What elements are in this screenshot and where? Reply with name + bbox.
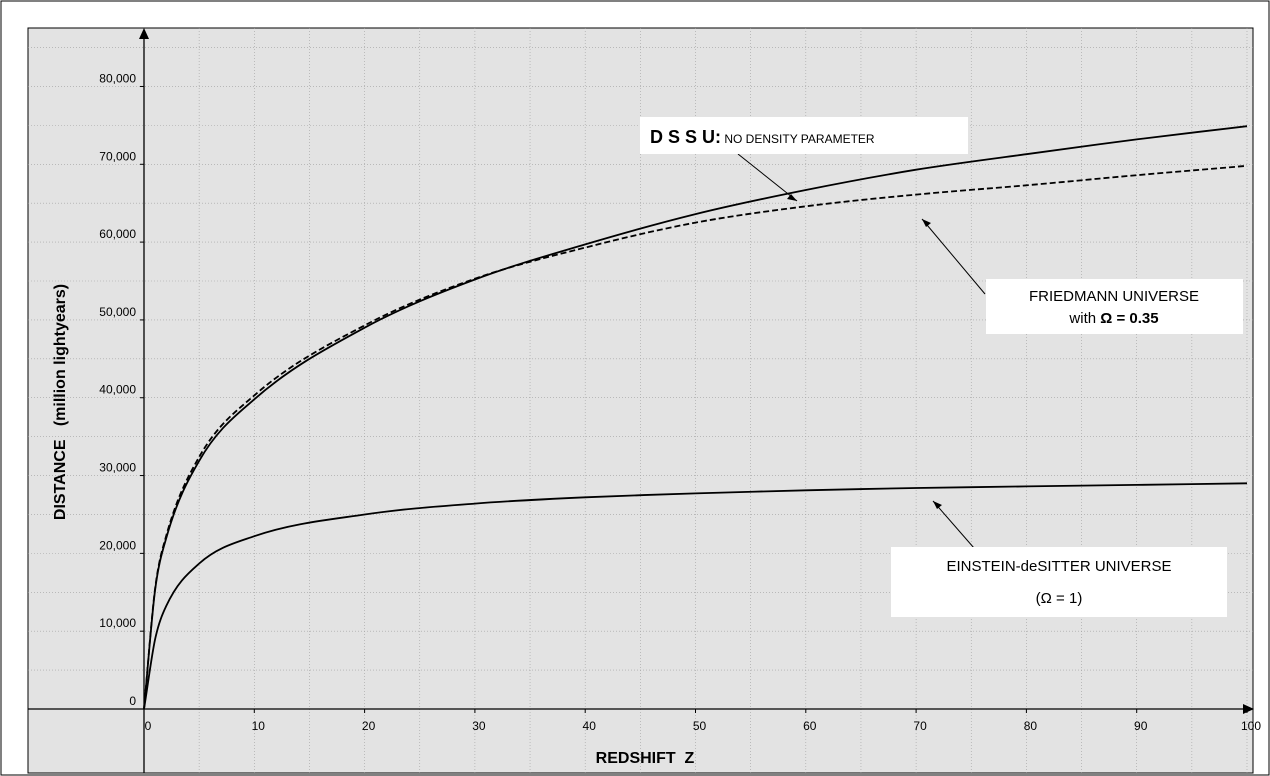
svg-text:with Ω = 0.35: with Ω = 0.35 [1068,310,1158,327]
x-tick-label: 0 [145,719,152,733]
axes [28,28,1254,773]
x-tick-label: 50 [693,719,707,733]
x-tick-label: 30 [472,719,486,733]
x-tick-label: 80 [1024,719,1038,733]
grid [28,28,1253,773]
tick-labels: 0 10 20 30 40 50 60 70 80 90 100 0 10,000 20,000 30,00… [99,71,1261,733]
x-tick-label: 60 [803,719,817,733]
annotation-friedmann-bold: Ω = 0.35 [1100,310,1158,327]
x-tick-label: 10 [252,719,266,733]
y-tick-label: 0 [129,694,136,708]
annotation-arrows [737,153,986,549]
y-tick-label: 20,000 [99,538,136,552]
arrow-einstein [932,500,975,549]
x-axis-title: REDSHIFT Z [596,750,695,767]
annotation-friedmann: FRIEDMANN UNIVERSE with Ω = 0.35 [986,279,1243,334]
annotation-dssu: D S S U: NO DENSITY PARAMETER [640,117,968,154]
y-tick-label: 10,000 [99,616,136,630]
x-tick-label: 70 [913,719,927,733]
y-tick-label: 60,000 [99,227,136,241]
x-tick-label: 40 [583,719,597,733]
annotation-friedmann-prefix: with [1068,310,1100,327]
arrow-dssu [737,153,798,202]
y-tick-label: 80,000 [99,71,136,85]
arrowhead-einstein [933,501,942,509]
y-axis-arrowhead [139,28,149,39]
series-lines [143,125,1248,710]
svg-text:D S S U: NO DENSITY PARAMETER: D S S U: NO DENSITY PARAMETER [650,127,875,147]
x-tick-label: 100 [1241,719,1261,733]
x-tick-label: 20 [362,719,376,733]
y-tick-label: 50,000 [99,305,136,319]
annotation-einstein: EINSTEIN-deSITTER UNIVERSE (Ω = 1) [891,547,1227,617]
annotation-einstein-line2: (Ω = 1) [1036,590,1083,607]
arrowhead-friedmann [922,219,931,227]
y-tick-label: 30,000 [99,461,136,475]
x-tick-label: 90 [1134,719,1148,733]
y-tick-label: 70,000 [99,149,136,163]
y-axis-title: DISTANCE (million lightyears) [52,284,69,520]
series-line-0 [143,125,1248,710]
series-line-1 [143,164,1248,710]
annotation-dssu-text: NO DENSITY PARAMETER [721,132,875,146]
annotation-dssu-bold: D S S U: [650,127,721,147]
annotation-einstein-line1: EINSTEIN-deSITTER UNIVERSE [946,558,1171,575]
y-tick-label: 40,000 [99,383,136,397]
arrow-friedmann [921,218,986,295]
arrowhead-dssu [787,194,797,201]
annotation-friedmann-line1: FRIEDMANN UNIVERSE [1029,288,1199,305]
series-line-2 [143,482,1248,710]
x-axis-arrowhead [1243,704,1254,714]
